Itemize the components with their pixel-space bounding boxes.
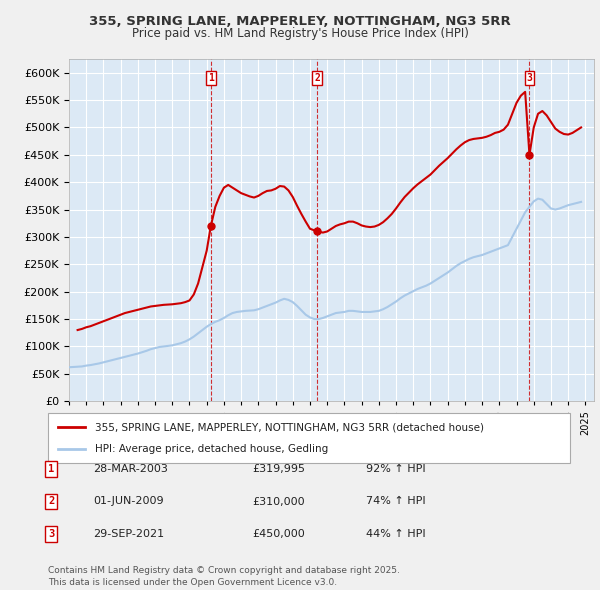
Text: 44% ↑ HPI: 44% ↑ HPI [366,529,425,539]
FancyBboxPatch shape [48,413,570,463]
Text: £310,000: £310,000 [252,497,305,506]
Text: 1: 1 [208,73,214,83]
Text: 355, SPRING LANE, MAPPERLEY, NOTTINGHAM, NG3 5RR (detached house): 355, SPRING LANE, MAPPERLEY, NOTTINGHAM,… [95,422,484,432]
Text: 2: 2 [314,73,320,83]
Text: 92% ↑ HPI: 92% ↑ HPI [366,464,425,474]
Text: 3: 3 [527,73,532,83]
Text: 28-MAR-2003: 28-MAR-2003 [93,464,168,474]
Text: HPI: Average price, detached house, Gedling: HPI: Average price, detached house, Gedl… [95,444,328,454]
Text: £319,995: £319,995 [252,464,305,474]
Text: 3: 3 [48,529,54,539]
Text: 01-JUN-2009: 01-JUN-2009 [93,497,164,506]
Text: 74% ↑ HPI: 74% ↑ HPI [366,497,425,506]
Text: 2: 2 [48,497,54,506]
Text: Contains HM Land Registry data © Crown copyright and database right 2025.
This d: Contains HM Land Registry data © Crown c… [48,566,400,587]
Text: £450,000: £450,000 [252,529,305,539]
Text: 355, SPRING LANE, MAPPERLEY, NOTTINGHAM, NG3 5RR: 355, SPRING LANE, MAPPERLEY, NOTTINGHAM,… [89,15,511,28]
Text: 1: 1 [48,464,54,474]
Text: Price paid vs. HM Land Registry's House Price Index (HPI): Price paid vs. HM Land Registry's House … [131,27,469,40]
Text: 29-SEP-2021: 29-SEP-2021 [93,529,164,539]
